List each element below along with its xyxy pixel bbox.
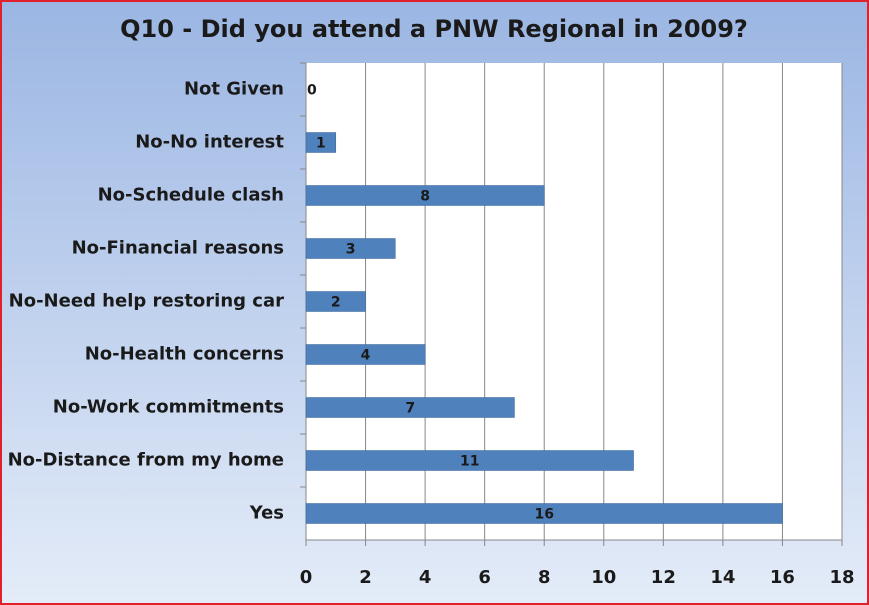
data-label: 11 [460, 454, 479, 470]
data-label: 2 [331, 295, 341, 311]
bar [305, 503, 783, 524]
x-tick-label: 2 [359, 567, 372, 588]
bar [305, 291, 366, 312]
data-label: 4 [361, 348, 371, 364]
y-tick-label: Not Given [184, 79, 284, 100]
data-label: 0 [307, 83, 317, 99]
x-tick-label: 0 [300, 567, 313, 588]
bar [305, 397, 515, 418]
y-tick-label: No-Need help restoring car [9, 291, 284, 312]
bar [305, 132, 337, 153]
data-label: 3 [346, 242, 356, 258]
bar [305, 185, 545, 206]
x-tick-label: 16 [770, 567, 795, 588]
x-tick-label: 18 [829, 567, 854, 588]
bar [305, 450, 634, 471]
y-tick-label: No-Financial reasons [72, 238, 284, 259]
y-tick-label: No-Schedule clash [98, 185, 284, 206]
x-tick-label: 6 [478, 567, 491, 588]
chart-title: Q10 - Did you attend a PNW Regional in 2… [120, 15, 748, 43]
y-tick-label: No-No interest [135, 132, 284, 153]
bar [305, 344, 426, 365]
y-tick-label: No-Distance from my home [8, 450, 284, 471]
data-label: 16 [534, 507, 553, 523]
x-tick-label: 8 [538, 567, 551, 588]
data-label: 1 [316, 136, 326, 152]
data-label: 8 [420, 189, 430, 205]
data-label: 7 [405, 401, 415, 417]
y-tick-label: No-Health concerns [85, 344, 284, 365]
bar [305, 238, 396, 259]
x-tick-label: 12 [651, 567, 676, 588]
y-tick-label: No-Work commitments [53, 397, 284, 418]
x-tick-label: 14 [710, 567, 735, 588]
y-tick-label: Yes [249, 503, 284, 524]
x-tick-label: 10 [591, 567, 616, 588]
x-tick-label: 4 [419, 567, 432, 588]
